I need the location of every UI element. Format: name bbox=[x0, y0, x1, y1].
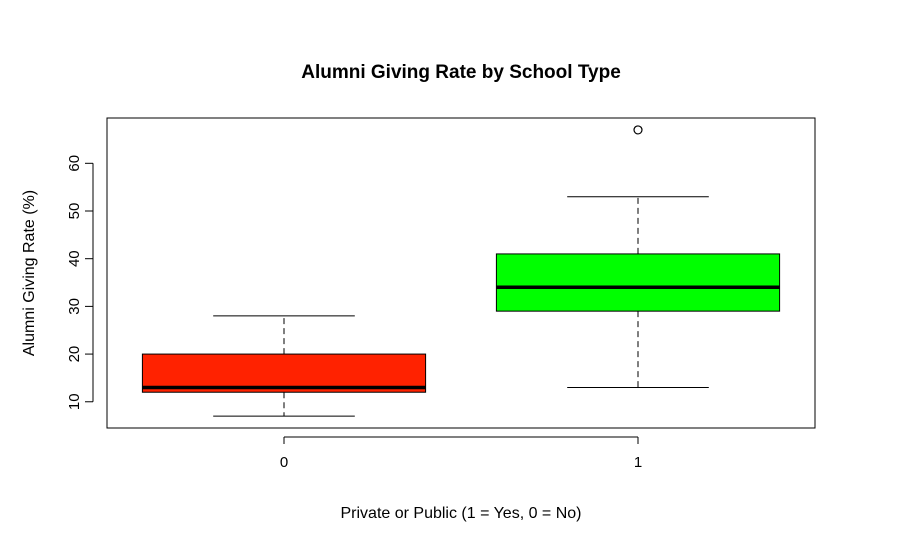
y-axis: 10 20 30 40 50 60 bbox=[66, 155, 94, 410]
y-tick-label: 10 bbox=[66, 393, 83, 410]
box-group bbox=[141, 315, 427, 417]
x-axis-label: Private or Public (1 = Yes, 0 = No) bbox=[340, 505, 581, 522]
outlier-point bbox=[633, 125, 643, 135]
y-tick-label: 60 bbox=[66, 155, 83, 172]
box-group bbox=[495, 125, 781, 388]
x-tick-label: 1 bbox=[634, 454, 642, 471]
y-tick-label: 30 bbox=[66, 298, 83, 315]
y-axis-label: Alumni Giving Rate (%) bbox=[21, 190, 38, 356]
box-iqr bbox=[495, 253, 781, 312]
y-tick-label: 40 bbox=[66, 250, 83, 267]
y-tick-label: 50 bbox=[66, 203, 83, 220]
chart-title: Alumni Giving Rate by School Type bbox=[301, 62, 621, 83]
boxes bbox=[141, 125, 781, 417]
y-tick-label: 20 bbox=[66, 346, 83, 363]
x-tick-label: 0 bbox=[280, 454, 288, 471]
plot-frame bbox=[106, 117, 816, 429]
